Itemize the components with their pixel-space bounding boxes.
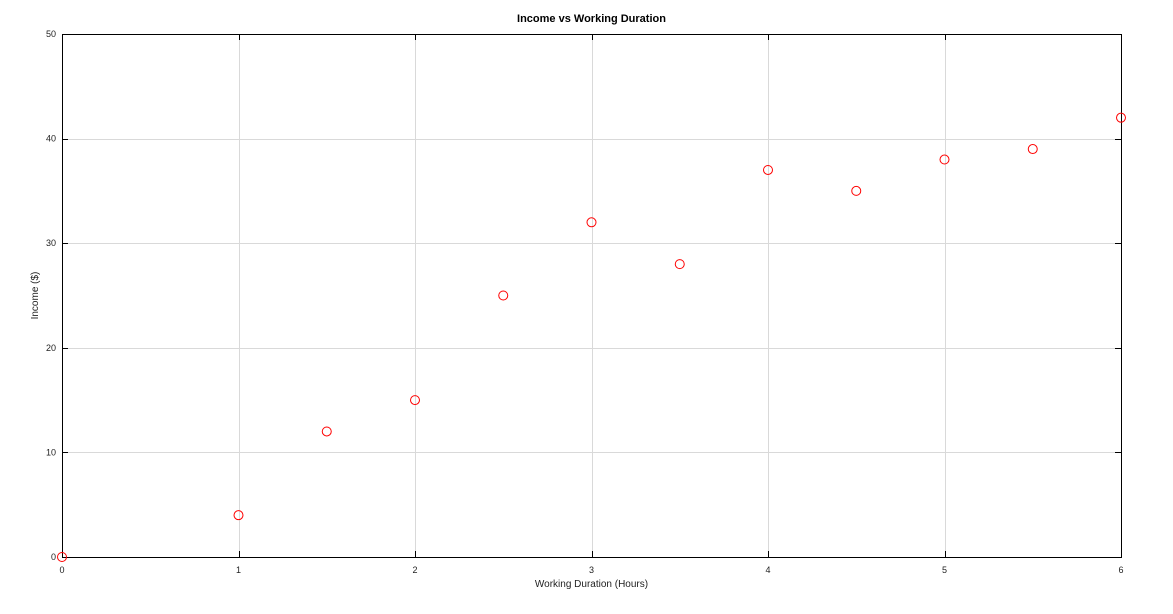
data-point: [851, 185, 862, 196]
data-point: [410, 395, 420, 406]
data-point: [674, 259, 685, 270]
y-tick-label: 40: [46, 134, 56, 144]
x-tick-label: 4: [765, 565, 770, 575]
y-tick-label: 50: [46, 29, 56, 39]
y-tick-label: 20: [46, 343, 56, 353]
y-tick-label: 0: [51, 552, 56, 562]
axis-ticks: 0 1 2 3 4 5 6 0 10 20 30 40 50: [46, 29, 1124, 575]
x-tick-label: 3: [589, 565, 594, 575]
x-tick-label: 2: [412, 565, 417, 575]
data-point: [57, 552, 67, 562]
y-tick-label: 30: [46, 238, 56, 248]
y-axis-label: Income ($): [30, 272, 41, 320]
data-point: [586, 217, 597, 228]
data-point: [1116, 112, 1126, 123]
data-point: [939, 154, 950, 165]
grid: [62, 34, 1122, 558]
data-point: [321, 426, 332, 437]
x-tick-label: 1: [236, 565, 241, 575]
x-tick-label: 0: [59, 565, 64, 575]
x-tick-label: 5: [942, 565, 947, 575]
data-point: [763, 164, 773, 175]
x-axis-label: Working Duration (Hours): [535, 579, 648, 590]
data-point: [498, 290, 509, 301]
data-points: [57, 112, 1126, 562]
x-tick-label: 6: [1118, 565, 1123, 575]
y-tick-label: 10: [46, 447, 56, 457]
data-point: [1027, 144, 1038, 155]
chart-title: Income vs Working Duration: [517, 13, 666, 25]
data-point: [233, 510, 244, 521]
